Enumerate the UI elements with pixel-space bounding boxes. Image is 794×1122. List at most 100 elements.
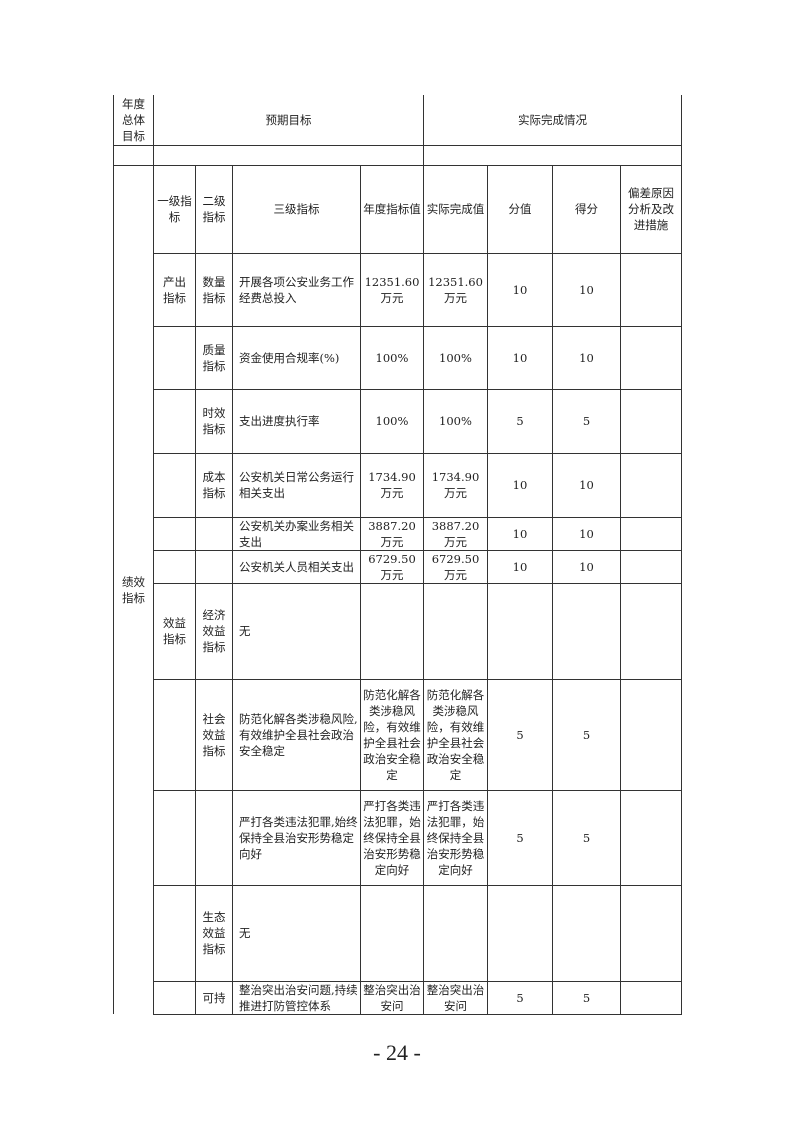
- cell-note: [620, 884, 682, 982]
- cell-score: 5: [552, 980, 621, 1015]
- cell-actual: [423, 884, 488, 982]
- page-number: - 24 -: [373, 1040, 421, 1065]
- cell-actual: 6729.50万元: [423, 549, 488, 584]
- empty-cell: [113, 144, 154, 166]
- cell-target: 防范化解各类涉稳风险，有效维护全县社会政治安全稳定: [360, 678, 424, 791]
- cell-l3: 整治突出治安问题,持续推进打防管控体系: [232, 980, 361, 1015]
- cell-score: 10: [552, 516, 621, 551]
- level1-header: 一级指标: [153, 164, 196, 254]
- cell-score: 5: [552, 789, 621, 886]
- cell-score-value: 10: [487, 549, 553, 584]
- cell-l3: 资金使用合规率(%): [232, 325, 361, 390]
- cell-note: [620, 516, 682, 551]
- cell-score: 10: [552, 452, 621, 518]
- cell-note: [620, 325, 682, 390]
- cell-l1: [153, 516, 196, 551]
- expected-goal-header: 预期目标: [153, 95, 424, 146]
- table-row: 质量指标 资金使用合规率(%) 100% 100% 10 10: [114, 325, 682, 390]
- cell-l2: 生态效益指标: [195, 884, 233, 982]
- table-row: 公安机关办案业务相关支出 3887.20万元 3887.20万元 10 10: [114, 516, 682, 551]
- table-row: 生态效益指标无: [114, 884, 682, 982]
- cell-score: 10: [552, 549, 621, 584]
- cell-l2: 时效指标: [195, 388, 233, 454]
- cell-score-value: 10: [487, 452, 553, 518]
- cell-l3: 无: [232, 582, 361, 680]
- cell-target: 12351.60万元: [360, 252, 424, 327]
- cell-note: [620, 452, 682, 518]
- cell-l1: [153, 789, 196, 886]
- cell-score: 5: [552, 678, 621, 791]
- cell-target: [360, 884, 424, 982]
- level3-header: 三级指标: [232, 164, 361, 254]
- table-row: 可持 整治突出治安问题,持续推进打防管控体系 整治突出治安问 整治突出治安问 5 5: [114, 980, 682, 1015]
- table-row: 严打各类违法犯罪,始终保持全县治安形势稳定向好 严打各类违法犯罪，始终保持全县治安…: [114, 789, 682, 886]
- cell-l3: 无: [232, 884, 361, 982]
- performance-table: 年度总体目标 预期目标 实际完成情况 绩效指标 一级指标 二级指标 三级指标 年度指标…: [113, 95, 682, 1015]
- cell-actual: 12351.60万元: [423, 252, 488, 327]
- table-row: 成本指标 公安机关日常公务运行相关支出 1734.90万元 1734.90万元 10 10: [114, 452, 682, 518]
- annual-goal-label: 年度总体目标: [113, 95, 154, 146]
- cell-score-value: [487, 884, 553, 982]
- actual-value-header: 实际完成值: [423, 164, 488, 254]
- cell-l1: [153, 452, 196, 518]
- cell-l1: [153, 884, 196, 982]
- cell-l3: 公安机关办案业务相关支出: [232, 516, 361, 551]
- cell-l2: 成本指标: [195, 452, 233, 518]
- cell-actual: 100%: [423, 325, 488, 390]
- cell-note: [620, 549, 682, 584]
- table-row: 公安机关人员相关支出 6729.50万元 6729.50万元 10 10: [114, 549, 682, 584]
- cell-l3: 严打各类违法犯罪,始终保持全县治安形势稳定向好: [232, 789, 361, 886]
- cell-l2: 经济效益指标: [195, 582, 233, 680]
- cell-l3: 公安机关日常公务运行相关支出: [232, 452, 361, 518]
- cell-actual: [423, 582, 488, 680]
- cell-note: [620, 388, 682, 454]
- cell-note: [620, 582, 682, 680]
- table-row: 社会效益指标 防范化解各类涉稳风险,有效维护全县社会政治安全稳定 防范化解各类涉稳风…: [114, 678, 682, 791]
- cell-l1: 产出指标: [153, 252, 196, 327]
- cell-target: 严打各类违法犯罪，始终保持全县治安形势稳定向好: [360, 789, 424, 886]
- deviation-analysis-header: 偏差原因分析及改进措施: [620, 164, 682, 254]
- cell-l2: [195, 549, 233, 584]
- cell-target: 3887.20万元: [360, 516, 424, 551]
- cell-score-value: 10: [487, 516, 553, 551]
- cell-l3: 支出进度执行率: [232, 388, 361, 454]
- score-header: 得分: [552, 164, 621, 254]
- cell-l3: 开展各项公安业务工作经费总投入: [232, 252, 361, 327]
- cell-l2: [195, 516, 233, 551]
- cell-actual: 100%: [423, 388, 488, 454]
- table-row: 产出指标 数量指标 开展各项公安业务工作经费总投入 12351.60万元 12351.6…: [114, 252, 682, 327]
- cell-score-value: 5: [487, 388, 553, 454]
- cell-score: [552, 884, 621, 982]
- cell-target: 整治突出治安问: [360, 980, 424, 1015]
- cell-l2: 质量指标: [195, 325, 233, 390]
- cell-l2: [195, 789, 233, 886]
- actual-completion-header: 实际完成情况: [423, 95, 682, 146]
- cell-score-value: 5: [487, 980, 553, 1015]
- level2-header: 二级指标: [195, 164, 233, 254]
- cell-actual: 3887.20万元: [423, 516, 488, 551]
- cell-target: 100%: [360, 325, 424, 390]
- cell-score-value: 5: [487, 789, 553, 886]
- annual-target-header: 年度指标值: [360, 164, 424, 254]
- cell-l1: [153, 325, 196, 390]
- cell-note: [620, 789, 682, 886]
- cell-actual: 1734.90万元: [423, 452, 488, 518]
- cell-score-value: 10: [487, 252, 553, 327]
- cell-target: [360, 582, 424, 680]
- actual-completion-value: [423, 144, 682, 166]
- cell-note: [620, 252, 682, 327]
- cell-target: 100%: [360, 388, 424, 454]
- cell-target: 1734.90万元: [360, 452, 424, 518]
- score-value-header: 分值: [487, 164, 553, 254]
- cell-actual: 严打各类违法犯罪，始终保持全县治安形势稳定向好: [423, 789, 488, 886]
- cell-note: [620, 980, 682, 1015]
- cell-l1: [153, 678, 196, 791]
- table-row: 效益指标 经济效益指标无: [114, 582, 682, 680]
- cell-l3: 公安机关人员相关支出: [232, 549, 361, 584]
- performance-indicator-label: 绩效指标: [113, 164, 154, 1014]
- cell-actual: 防范化解各类涉稳风险，有效维护全县社会政治安全稳定: [423, 678, 488, 791]
- expected-goal-value: [153, 144, 424, 166]
- cell-l1: [153, 549, 196, 584]
- cell-score-value: 10: [487, 325, 553, 390]
- cell-l1: [153, 980, 196, 1015]
